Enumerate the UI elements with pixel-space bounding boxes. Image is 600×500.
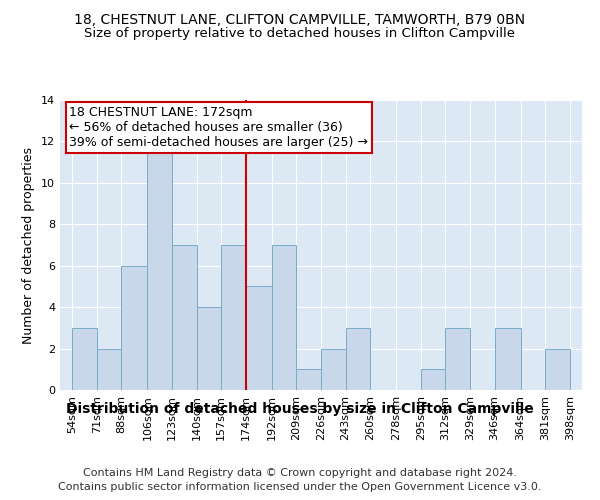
Text: 18 CHESTNUT LANE: 172sqm
← 56% of detached houses are smaller (36)
39% of semi-d: 18 CHESTNUT LANE: 172sqm ← 56% of detach… xyxy=(70,106,368,149)
Bar xyxy=(321,348,346,390)
Bar xyxy=(148,142,172,390)
Bar xyxy=(72,328,97,390)
Bar xyxy=(97,348,121,390)
Bar xyxy=(445,328,470,390)
Bar xyxy=(121,266,148,390)
Text: Contains HM Land Registry data © Crown copyright and database right 2024.: Contains HM Land Registry data © Crown c… xyxy=(83,468,517,477)
Text: Size of property relative to detached houses in Clifton Campville: Size of property relative to detached ho… xyxy=(85,28,515,40)
Bar xyxy=(346,328,370,390)
Bar xyxy=(545,348,570,390)
Bar xyxy=(246,286,272,390)
Bar xyxy=(197,307,221,390)
Text: 18, CHESTNUT LANE, CLIFTON CAMPVILLE, TAMWORTH, B79 0BN: 18, CHESTNUT LANE, CLIFTON CAMPVILLE, TA… xyxy=(74,12,526,26)
Bar xyxy=(272,245,296,390)
Bar xyxy=(296,370,321,390)
Bar xyxy=(172,245,197,390)
Y-axis label: Number of detached properties: Number of detached properties xyxy=(22,146,35,344)
Bar xyxy=(421,370,445,390)
Bar xyxy=(494,328,521,390)
Bar xyxy=(221,245,246,390)
Text: Distribution of detached houses by size in Clifton Campville: Distribution of detached houses by size … xyxy=(66,402,534,416)
Text: Contains public sector information licensed under the Open Government Licence v3: Contains public sector information licen… xyxy=(58,482,542,492)
